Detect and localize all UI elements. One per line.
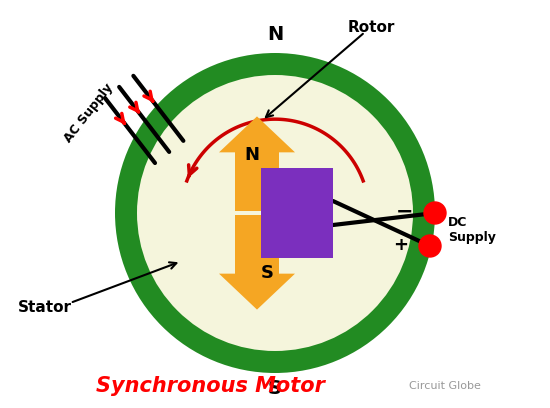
Polygon shape [219, 116, 295, 152]
Text: N: N [267, 25, 283, 44]
Circle shape [137, 75, 413, 351]
Bar [261, 168, 333, 258]
Text: S: S [268, 379, 282, 399]
Text: AC Supply: AC Supply [62, 81, 116, 145]
Text: +: + [393, 236, 408, 254]
Text: Circuit Globe: Circuit Globe [409, 381, 481, 391]
Circle shape [419, 235, 441, 257]
Text: Stator: Stator [18, 301, 72, 315]
Text: Synchronous Motor: Synchronous Motor [96, 376, 324, 396]
Circle shape [424, 202, 446, 224]
Text: N: N [245, 146, 260, 164]
Polygon shape [235, 215, 279, 274]
Text: S: S [261, 264, 273, 282]
Text: DC
Supply: DC Supply [448, 215, 496, 244]
Polygon shape [219, 274, 295, 310]
Text: Rotor: Rotor [348, 20, 395, 35]
Circle shape [115, 53, 435, 373]
Polygon shape [235, 152, 279, 211]
Text: −: − [395, 202, 413, 222]
